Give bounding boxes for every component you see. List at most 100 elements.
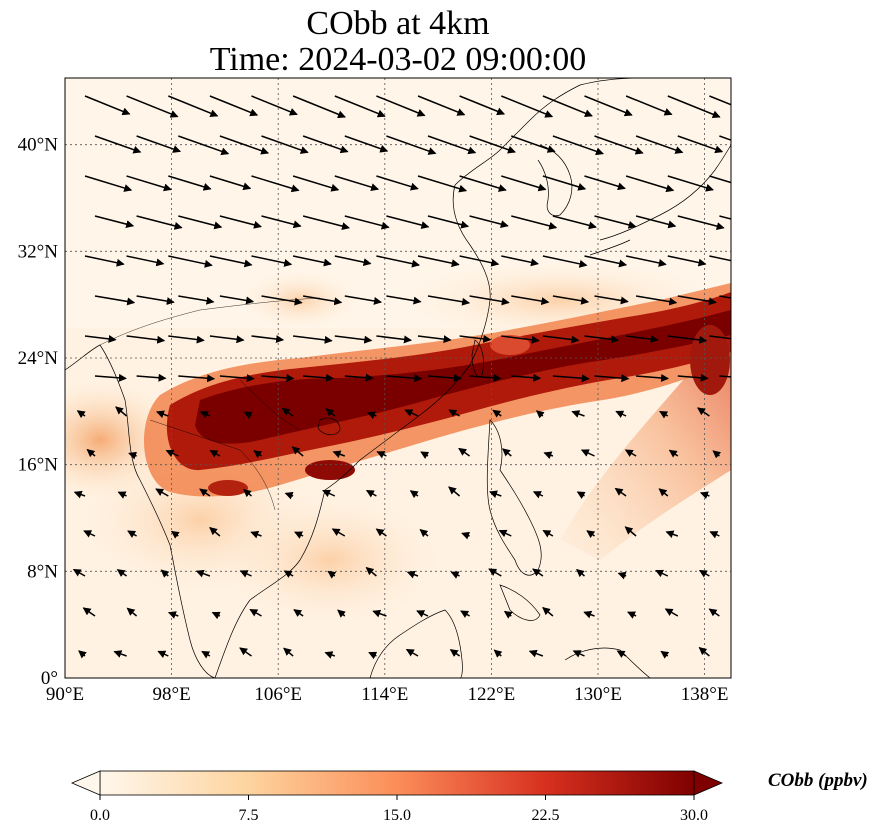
wind-arrow [459, 95, 506, 116]
wind-arrow [709, 255, 731, 262]
wind-arrow [283, 570, 294, 578]
wind-arrow [243, 411, 253, 419]
wind-arrow [251, 255, 293, 267]
wind-arrow [209, 95, 259, 117]
wind-arrow [488, 568, 502, 577]
wind-arrow [586, 530, 596, 539]
wind-arrow [302, 215, 350, 231]
wind-arrow [528, 649, 544, 658]
colorbar-tick-label: 22.5 [532, 807, 560, 824]
wind-arrow [580, 449, 595, 457]
wind-arrow [498, 529, 512, 538]
wind-arrow [219, 215, 262, 229]
lon-tick-label: 138°E [681, 684, 729, 705]
wind-arrow [576, 491, 586, 499]
wind-arrow [625, 255, 667, 267]
wind-arrow [584, 95, 633, 117]
wind-arrow [667, 255, 707, 267]
wind-arrow [417, 175, 468, 193]
wind-arrow [461, 531, 471, 540]
wind-arrow [178, 135, 230, 156]
wind-arrow [344, 295, 382, 305]
wind-arrow [719, 295, 731, 299]
wind-arrow [167, 611, 179, 619]
wind-arrow [552, 135, 604, 156]
wind-arrow [501, 335, 540, 344]
wind-arrow [501, 95, 554, 118]
wind-arrow [469, 295, 510, 306]
wind-arrow [84, 334, 117, 343]
wind-arrow [535, 410, 545, 419]
wind-arrow [709, 175, 731, 184]
wind-arrow [511, 373, 542, 382]
wind-arrow [698, 646, 710, 657]
wind-arrow [584, 255, 628, 268]
colorbar-title: CObb (ppbv) [768, 770, 868, 791]
wind-arrow [376, 335, 412, 344]
wind-arrow [667, 175, 714, 192]
wind-arrow [697, 407, 710, 417]
wind-arrow [624, 449, 637, 457]
wind-arrow [627, 611, 637, 619]
wind-arrow [337, 609, 346, 618]
wind-arrow [334, 175, 380, 191]
wind-arrow [626, 335, 659, 344]
map-subtitle-time: Time: 2024-03-02 09:00:00 [209, 41, 587, 78]
wind-arrow [344, 135, 389, 153]
colorbar: 0.0 7.5 15.0 22.5 30.0 [70, 770, 724, 824]
wind-arrow [552, 374, 590, 383]
wind-arrow [284, 491, 294, 500]
wind-arrow [219, 374, 255, 383]
colorbar-gradient [99, 770, 695, 796]
wind-arrow [594, 295, 629, 305]
wind-arrow [532, 491, 544, 499]
wind-arrow [542, 606, 554, 617]
wind-arrow [136, 135, 182, 153]
wind-arrow [460, 610, 470, 618]
lat-tick-label: 16°N [18, 455, 59, 476]
wind-arrow [128, 451, 138, 460]
wind-arrow [344, 215, 390, 230]
lon-tick-label: 130°E [574, 684, 622, 705]
wind-arrow [117, 491, 127, 499]
wind-arrow [635, 215, 677, 229]
wind-arrow [332, 450, 346, 459]
wind-arrow [427, 135, 477, 155]
wind-arrow [72, 568, 86, 577]
wind-arrow [73, 490, 86, 499]
wind-arrow [116, 569, 128, 577]
wind-arrow [261, 215, 302, 229]
wind-arrow [292, 95, 346, 119]
wind-arrow [209, 526, 221, 537]
wind-arrow [543, 451, 554, 460]
wind-arrow [249, 608, 262, 617]
wind-arrow [625, 175, 675, 193]
lat-tick-label: 24°N [18, 348, 59, 369]
lon-tick-label: 98°E [152, 684, 190, 705]
wind-arrow [322, 489, 336, 498]
wind-arrow [427, 215, 470, 229]
wind-arrow [542, 95, 593, 117]
wind-arrow [211, 611, 221, 620]
wind-arrow [178, 295, 215, 305]
wind-arrow [417, 335, 452, 344]
colorbar-tick-label: 30.0 [680, 807, 708, 824]
wind-arrow [325, 408, 336, 417]
wind-arrow [493, 649, 503, 658]
wind-arrow [511, 135, 556, 153]
wind-arrow [708, 608, 720, 617]
wind-arrow [719, 215, 731, 220]
wind-arrow [84, 255, 125, 267]
wind-arrow [668, 449, 679, 458]
wind-arrow [126, 95, 179, 118]
wind-arrow [127, 530, 137, 538]
wind-arrow [84, 95, 131, 116]
wind-arrow [542, 529, 554, 538]
lon-tick-label: 106°E [254, 684, 302, 705]
wind-arrow [84, 175, 133, 192]
wind-arrow [239, 647, 252, 657]
wind-arrow [334, 255, 372, 267]
wind-arrow [635, 135, 684, 154]
wind-arrow [448, 409, 460, 417]
